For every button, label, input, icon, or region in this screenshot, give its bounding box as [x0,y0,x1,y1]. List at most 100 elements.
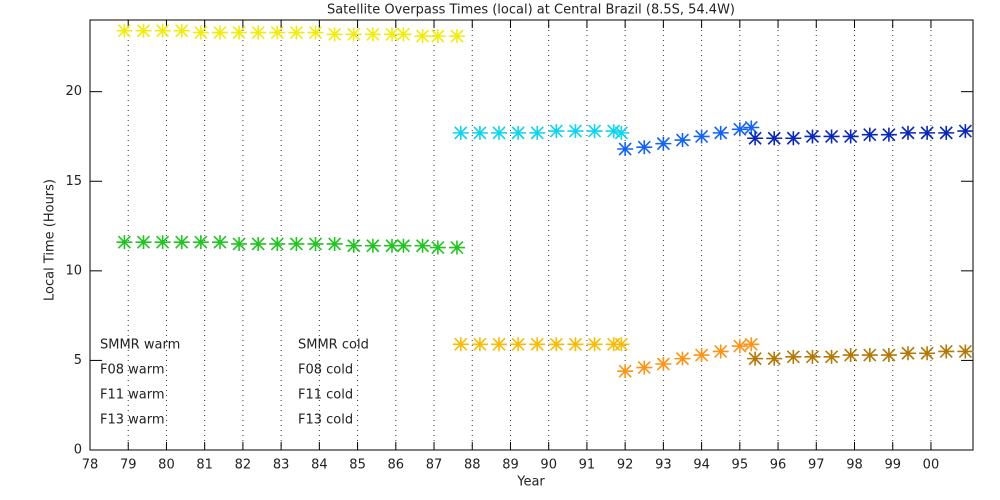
marker [693,348,710,363]
marker [861,127,878,142]
marker [617,364,634,379]
marker [674,351,691,366]
x-tick-label: 85 [349,458,366,473]
marker [613,125,630,140]
x-tick-label: 98 [846,458,863,473]
marker [880,127,897,142]
marker [414,29,431,44]
x-tick-label: 79 [120,458,137,473]
x-tick-label: 82 [235,458,252,473]
marker [636,140,653,155]
marker [842,129,859,144]
marker [842,348,859,363]
marker [250,25,267,40]
y-tick-label: 15 [65,174,82,189]
legend-label: F08 cold [298,363,353,378]
marker [510,337,527,352]
x-tick-label: 92 [617,458,634,473]
legend-label: F11 warm [100,388,165,403]
marker [307,236,324,251]
legend-label: SMMR cold [298,338,369,353]
x-tick-label: 93 [655,458,672,473]
chart-title: Satellite Overpass Times (local) at Cent… [327,3,735,18]
marker [448,29,465,44]
marker [383,238,400,253]
legend-label: F08 warm [100,363,165,378]
y-tick-label: 10 [65,263,82,278]
marker [957,344,974,359]
marker [288,236,305,251]
marker [395,27,412,42]
marker [529,337,546,352]
marker [804,129,821,144]
x-tick-label: 89 [502,458,519,473]
marker [429,240,446,255]
marker [364,27,381,42]
marker [655,357,672,371]
marker [135,23,152,38]
marker [116,23,133,38]
marker [766,351,783,366]
marker [605,124,622,139]
marker [452,125,469,140]
x-tick-label: 95 [732,458,749,473]
y-tick-label: 0 [74,443,82,458]
x-tick-label: 87 [426,458,443,473]
x-tick-label: 90 [540,458,557,473]
marker [192,235,209,250]
x-tick-label: 96 [770,458,787,473]
x-tick-label: 91 [579,458,596,473]
marker [674,133,691,148]
marker [938,125,955,140]
marker [326,27,343,42]
marker [861,348,878,363]
legend-label: F13 cold [298,413,353,428]
x-tick-label: 84 [311,458,328,473]
marker [231,236,248,251]
x-tick-label: 88 [464,458,481,473]
marker [880,348,897,363]
marker [326,236,343,251]
x-tick-label: 00 [923,458,940,473]
marker [823,129,840,144]
x-tick-label: 81 [196,458,213,473]
y-tick-label: 20 [65,84,82,99]
marker [919,346,936,361]
marker [617,142,634,156]
marker [192,25,209,40]
legend-label: F13 warm [100,413,165,428]
marker [154,23,171,38]
marker [211,25,228,40]
marker [491,337,508,352]
marker [471,125,488,140]
marker [747,351,764,366]
marker [785,131,802,146]
marker [731,122,748,137]
y-tick-label: 5 [74,353,82,368]
marker [250,236,267,251]
marker [586,124,603,139]
marker [747,131,764,146]
x-tick-label: 97 [808,458,825,473]
marker [693,129,710,144]
x-tick-label: 78 [82,458,99,473]
legend-label: F11 cold [298,388,353,403]
marker [655,136,672,151]
marker [548,337,565,352]
marker [712,125,729,140]
marker [919,125,936,140]
marker [731,339,748,354]
marker [548,124,565,139]
marker [823,349,840,364]
x-tick-label: 94 [693,458,710,473]
marker [269,25,286,40]
marker [307,25,324,40]
marker [957,124,974,139]
legend-label: SMMR warm [100,338,180,353]
y-axis-label: Local Time (Hours) [43,179,58,301]
marker [345,238,362,253]
marker [712,344,729,359]
marker [529,125,546,140]
marker [938,344,955,359]
marker [510,125,527,140]
